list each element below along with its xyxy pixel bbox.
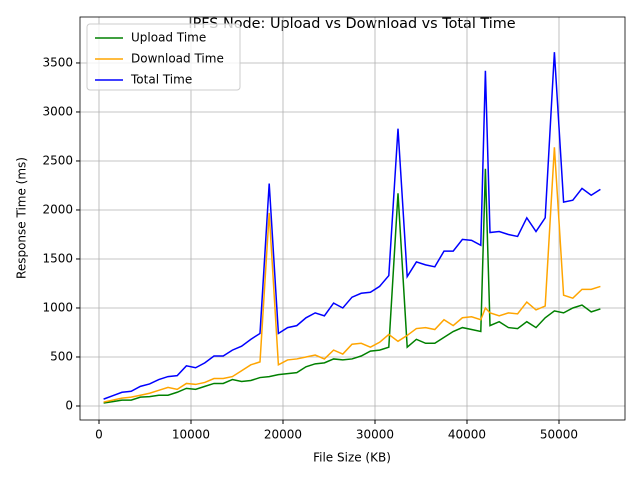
y-tick-label: 3000 xyxy=(42,104,73,118)
x-tick-label: 30000 xyxy=(356,428,394,442)
series-line xyxy=(103,147,601,403)
y-tick-label: 3500 xyxy=(42,55,73,69)
x-tick-label: 20000 xyxy=(264,428,302,442)
y-tick-label: 1500 xyxy=(42,251,73,265)
y-tick-label: 2500 xyxy=(42,153,73,167)
y-tick-label: 1000 xyxy=(42,300,73,314)
x-tick-label: 10000 xyxy=(172,428,210,442)
y-axis-label: Response Time (ms) xyxy=(15,157,29,279)
legend-box xyxy=(86,23,241,91)
y-tick-label: 2000 xyxy=(42,202,73,216)
chart-title: IPFS Node: Upload vs Download vs Total T… xyxy=(188,16,515,32)
x-tick-label: 40000 xyxy=(448,428,486,442)
series-line xyxy=(103,168,601,404)
y-tick-label: 0 xyxy=(65,398,73,412)
plot-frame xyxy=(79,16,626,421)
series-line xyxy=(103,52,601,400)
legend-label: Total Time xyxy=(130,73,192,87)
legend-label: Upload Time xyxy=(131,31,206,45)
x-tick-label: 0 xyxy=(95,428,103,442)
x-axis-label: File Size (KB) xyxy=(313,451,391,465)
legend-label: Download Time xyxy=(131,52,224,66)
x-tick-label: 50000 xyxy=(540,428,578,442)
y-tick-label: 500 xyxy=(50,349,73,363)
